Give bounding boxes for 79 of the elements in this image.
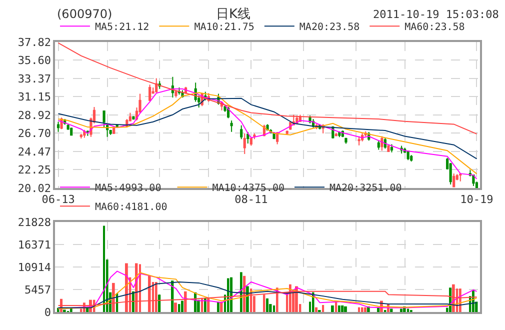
bar <box>158 294 161 312</box>
candlestick <box>410 154 413 162</box>
legend-label: MA60:23.58 <box>404 22 465 34</box>
legend-label: MA10:4375.00 <box>212 183 284 194</box>
candlestick <box>132 116 135 120</box>
bar <box>407 308 410 312</box>
y-tick-label: 37.82 <box>18 36 52 49</box>
y-tick-label: 16371 <box>18 238 52 252</box>
bar <box>322 304 324 312</box>
bar <box>174 302 177 312</box>
candlestick <box>449 162 452 185</box>
legend-label: MA20:23.58 <box>299 22 360 34</box>
bar <box>266 298 268 312</box>
bar <box>315 307 318 312</box>
chart-title: (600970) <box>57 7 112 21</box>
y-tick-label: 31.15 <box>18 90 52 104</box>
bar <box>338 305 340 312</box>
bar <box>132 291 134 312</box>
candlestick <box>148 84 152 102</box>
candlestick <box>344 137 348 144</box>
legend-label: MA20:3251.00 <box>330 183 402 194</box>
candlestick <box>246 131 250 144</box>
candlestick <box>240 124 243 140</box>
y-tick-label: 24.47 <box>18 145 52 158</box>
bar <box>341 305 344 312</box>
candlestick <box>380 136 384 152</box>
bar <box>217 302 220 312</box>
y-tick-label: 20.02 <box>18 182 52 195</box>
bar <box>178 304 180 312</box>
bar <box>331 305 334 312</box>
bar <box>103 226 106 312</box>
y-tick-label: 26.70 <box>18 127 52 140</box>
line-series <box>58 42 478 134</box>
bar <box>390 308 393 312</box>
y-tick-label: 22.25 <box>18 164 52 177</box>
y-tick-label: 21828 <box>18 216 52 229</box>
line-series <box>58 282 478 308</box>
chart-subtitle: 日K线 <box>216 7 251 22</box>
bar <box>400 308 403 312</box>
x-tick-label: 10-19 <box>460 192 494 206</box>
candlestick <box>174 90 178 98</box>
candlestick <box>250 137 252 146</box>
y-tick-label: 5457 <box>24 283 52 296</box>
bar <box>361 307 364 312</box>
candlestick <box>56 121 60 132</box>
y-tick-label: 28.92 <box>18 108 52 122</box>
bar <box>273 305 276 312</box>
text: 2011-10-19 15:03:08 <box>373 8 499 21</box>
candlestick <box>155 78 158 94</box>
candlestick <box>377 140 380 150</box>
legend-label: MA10:21.75 <box>194 22 254 34</box>
candlestick <box>243 132 246 155</box>
candlestick <box>80 133 82 140</box>
line-series <box>58 98 478 160</box>
legend-label: MA60:4181.00 <box>95 202 168 214</box>
candlestick <box>230 120 233 132</box>
bar <box>227 278 230 312</box>
candlestick <box>70 127 73 136</box>
x-tick-label: 08-11 <box>234 192 268 206</box>
candlestick <box>459 172 462 182</box>
bar <box>181 300 184 312</box>
y-tick-label: 0 <box>44 306 52 319</box>
bar <box>377 308 380 312</box>
candlestick <box>472 174 475 186</box>
x-tick-label: 06-13 <box>42 192 75 206</box>
bar <box>358 307 360 312</box>
y-tick-label: 10914 <box>18 260 52 274</box>
candlestick <box>390 144 394 153</box>
legend-label: MA5:21.12 <box>95 22 150 34</box>
candlestick <box>387 145 390 152</box>
candlestick <box>358 136 360 146</box>
legend-label: MA5:4993.00 <box>95 183 162 194</box>
candlestick <box>286 130 288 136</box>
y-tick-label: 33.37 <box>18 72 52 86</box>
bar <box>364 307 367 312</box>
y-tick-label: 35.60 <box>18 54 52 68</box>
candlestick <box>452 173 456 188</box>
bar <box>344 306 347 312</box>
bar <box>246 286 249 312</box>
